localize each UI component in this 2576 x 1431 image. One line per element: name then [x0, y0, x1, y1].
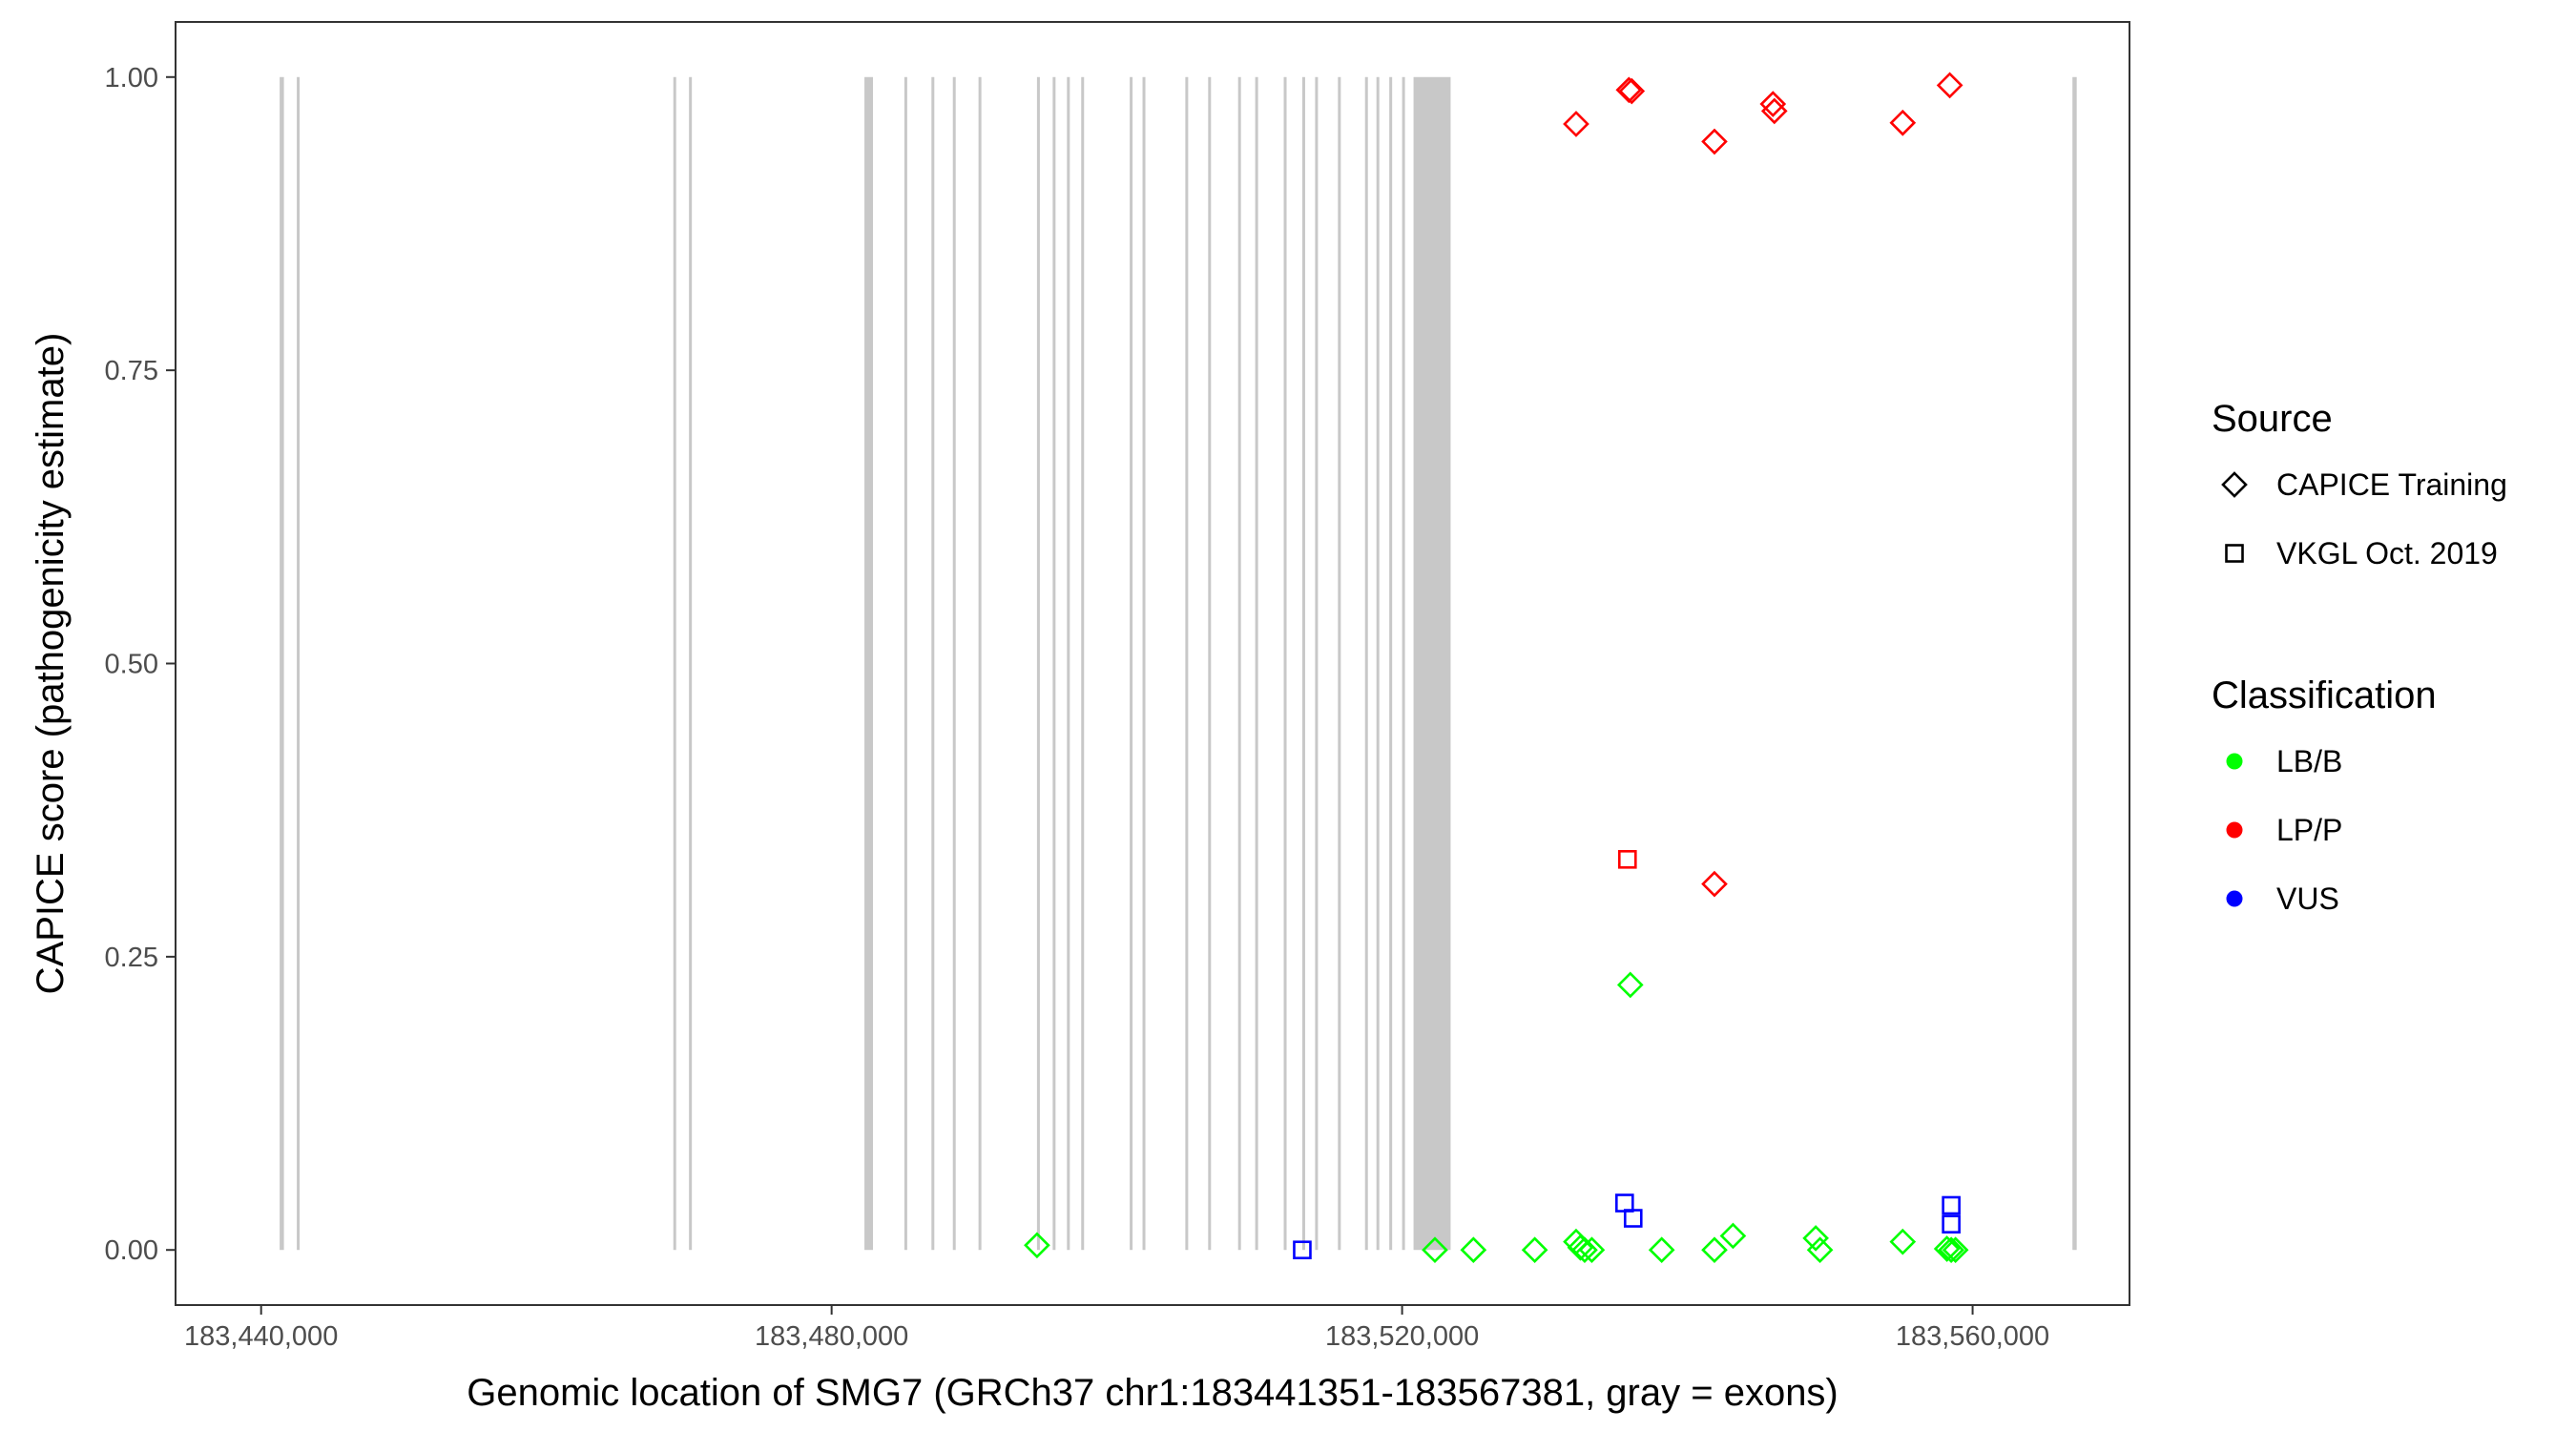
data-point	[1701, 1236, 1728, 1264]
x-axis-title: Genomic location of SMG7 (GRCh37 chr1:18…	[467, 1372, 1839, 1414]
data-point	[1024, 1232, 1050, 1259]
data-point	[1293, 1240, 1312, 1260]
exon-band	[1130, 76, 1133, 1251]
exon-band	[1036, 76, 1040, 1251]
exon-band	[1067, 76, 1070, 1251]
data-point	[1942, 1195, 1961, 1215]
exon-band	[1208, 76, 1212, 1251]
data-point	[1759, 91, 1787, 117]
exon-band	[931, 76, 935, 1251]
exon-band	[2072, 76, 2077, 1251]
legend-classification-label: VUS	[2276, 881, 2339, 916]
exon-band	[864, 76, 874, 1251]
legend-classification-label: LP/P	[2276, 813, 2342, 847]
y-axis-title: CAPICE score (pathogenicity estimate)	[30, 333, 72, 995]
y-tick-label: 0.00	[105, 1235, 158, 1266]
legend: Source CAPICE Training VKGL Oct. 2019 Cla…	[2212, 398, 2507, 916]
data-point	[1616, 971, 1644, 999]
data-point	[1571, 1236, 1598, 1264]
exon-band	[1255, 76, 1258, 1251]
exon-band	[1081, 76, 1085, 1251]
exon-band	[1402, 76, 1405, 1251]
data-point	[1806, 1236, 1834, 1264]
legend-classification-items: LB/B LP/P VUS	[2226, 744, 2342, 916]
data-point	[1889, 109, 1917, 136]
x-tick-label: 183,560,000	[1896, 1321, 2049, 1352]
data-point	[1617, 850, 1637, 869]
data-point	[1933, 1235, 1961, 1262]
data-point	[1648, 1236, 1675, 1264]
exon-band	[280, 76, 284, 1251]
exon-band	[952, 76, 956, 1251]
exon-bands	[280, 76, 2077, 1251]
legend-classification-key	[2226, 821, 2243, 839]
exon-band	[1283, 76, 1287, 1251]
exon-band	[1315, 76, 1319, 1251]
exon-band	[1185, 76, 1189, 1251]
exon-band	[1413, 76, 1451, 1251]
legend-source-key	[2221, 471, 2248, 498]
exon-band	[1142, 76, 1146, 1251]
data-point	[1578, 1236, 1606, 1264]
exon-band	[904, 76, 907, 1251]
data-point	[1460, 1236, 1487, 1264]
legend-source-label: VKGL Oct. 2019	[2276, 536, 2498, 570]
data-point	[1942, 1236, 1969, 1264]
exon-band	[689, 76, 693, 1251]
exon-band	[1376, 76, 1380, 1251]
exon-band	[1237, 76, 1241, 1251]
legend-classification-key	[2226, 890, 2243, 907]
data-point	[1938, 1236, 1964, 1264]
x-tick-label: 183,520,000	[1325, 1321, 1479, 1352]
data-point	[1422, 1236, 1448, 1264]
y-axis: 0.00 0.25 0.50 0.75 1.00	[105, 63, 176, 1266]
data-point	[1942, 1214, 1961, 1234]
data-point	[1623, 1209, 1643, 1228]
x-axis: 183,440,000 183,480,000 183,520,000 183,560…	[184, 1305, 2049, 1352]
exon-band	[1301, 76, 1305, 1251]
exon-band	[1338, 76, 1341, 1251]
exon-band	[673, 76, 676, 1251]
legend-source-title: Source	[2212, 398, 2333, 440]
y-tick-label: 0.50	[105, 650, 158, 680]
y-tick-label: 0.25	[105, 943, 158, 973]
data-point	[1701, 128, 1728, 156]
y-tick-label: 1.00	[105, 63, 158, 93]
legend-source-label: CAPICE Training	[2276, 467, 2507, 502]
exon-band	[1389, 76, 1393, 1251]
data-point	[1618, 77, 1646, 105]
x-tick-label: 183,440,000	[184, 1321, 338, 1352]
exon-band	[978, 76, 982, 1251]
legend-source-items: CAPICE Training VKGL Oct. 2019	[2221, 467, 2507, 570]
data-point	[1936, 72, 1963, 99]
data-point	[1701, 870, 1728, 898]
data-point	[1889, 1228, 1917, 1255]
exon-band	[1052, 76, 1056, 1251]
data-point	[1719, 1222, 1747, 1250]
legend-classification-label: LB/B	[2276, 744, 2342, 778]
data-point	[1563, 111, 1589, 137]
exon-band	[297, 76, 301, 1251]
data-point	[1802, 1225, 1829, 1252]
legend-classification-key	[2226, 753, 2243, 770]
data-point	[1521, 1236, 1548, 1264]
legend-classification-title: Classification	[2212, 674, 2437, 716]
x-tick-label: 183,480,000	[755, 1321, 908, 1352]
exon-band	[1364, 76, 1368, 1251]
data-points	[1024, 72, 1969, 1264]
data-point	[1760, 97, 1788, 125]
legend-source-key	[2225, 544, 2244, 563]
y-tick-label: 0.75	[105, 356, 158, 386]
